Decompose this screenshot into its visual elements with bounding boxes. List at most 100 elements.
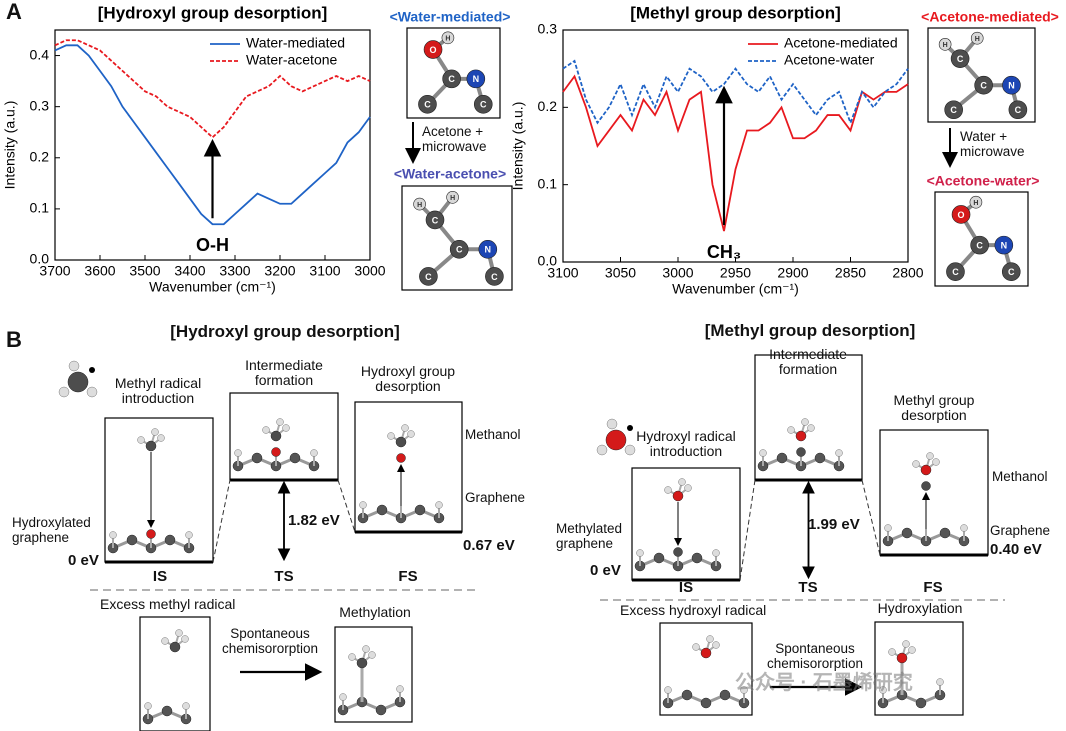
atom-label: N (485, 245, 492, 255)
atom (362, 645, 370, 653)
atom (932, 458, 940, 466)
radical-dot (627, 425, 633, 431)
molecule-label: <Acetone-water> (927, 173, 1040, 189)
atom-label: C (980, 81, 987, 91)
atom (282, 424, 290, 432)
atom (368, 651, 376, 659)
atom (596, 444, 608, 456)
atom-label: C (950, 105, 957, 115)
atom (86, 386, 98, 398)
atom-label: H (975, 36, 980, 43)
atom (915, 697, 927, 709)
atom (795, 430, 807, 442)
y-tick-label: 0.0 (30, 251, 50, 267)
panel-label: B (6, 327, 22, 352)
atom (700, 697, 712, 709)
structure-box (354, 401, 463, 533)
atom-label: C (1015, 105, 1022, 115)
atom (169, 641, 181, 653)
atom-label: O (958, 210, 965, 220)
energy-label: 0 eV (590, 562, 621, 579)
product-label: Methanol (465, 427, 521, 442)
atom (146, 529, 156, 539)
legend-label: Acetone-water (784, 52, 875, 68)
radical-atom (605, 429, 627, 451)
atom (994, 235, 1014, 255)
atom (974, 75, 993, 95)
stage-caption: Methyl radical introduction (114, 375, 202, 407)
atom-label: C (952, 267, 959, 277)
product-label: Methanol (992, 469, 1048, 484)
atom (182, 702, 190, 710)
atom (653, 552, 665, 564)
x-tick-label: 2950 (720, 265, 751, 281)
structure-box (104, 417, 214, 563)
atom (58, 386, 70, 398)
energy-label: 0.40 eV (990, 541, 1042, 558)
atom (425, 210, 445, 230)
side-result: Methylation (339, 604, 411, 620)
atom (884, 524, 892, 532)
section-title: [Methyl group desorption] (704, 321, 916, 340)
atom (1001, 262, 1021, 281)
watermark: 公众号 · 石墨烯研究 (735, 672, 913, 694)
atom (672, 490, 684, 502)
stage-label: TS (274, 568, 294, 585)
substrate-label: Hydroxylated graphene (12, 515, 91, 545)
atom (401, 424, 409, 432)
atom (359, 501, 367, 509)
y-tick-label: 0.3 (538, 21, 558, 37)
structure-box (229, 392, 339, 481)
atom (157, 434, 165, 442)
atom (969, 195, 983, 209)
atom (901, 527, 913, 539)
atom (387, 432, 395, 440)
atom (145, 440, 157, 452)
atom-label: H (450, 195, 455, 202)
atom (276, 418, 284, 426)
connector (739, 479, 756, 581)
stage-caption: Hydroxyl radical introduction (636, 428, 736, 460)
atom (419, 267, 438, 286)
atom (678, 478, 686, 486)
atom (706, 635, 714, 643)
x-tick-label: 3100 (547, 265, 578, 281)
stage-label: IS (152, 568, 168, 585)
atom (879, 686, 887, 694)
atom (740, 686, 748, 694)
x-tick-label: 3100 (309, 263, 340, 279)
atom (719, 689, 731, 701)
atom (289, 452, 301, 464)
x-tick-label: 3500 (129, 263, 160, 279)
atom-label: H (973, 200, 978, 207)
atom (939, 527, 951, 539)
side-process: Spontaneous chemisororption (766, 641, 864, 671)
atom (938, 38, 952, 51)
structure-box (139, 616, 211, 731)
atom (449, 240, 469, 259)
y-tick-label: 0.2 (30, 148, 50, 164)
atom (776, 452, 788, 464)
surface-label: Graphene (990, 523, 1051, 538)
legend-label: Acetone-mediated (784, 35, 898, 51)
x-axis-label: Wavenumber (cm⁻¹) (672, 281, 799, 297)
atom-label: N (1001, 241, 1008, 251)
x-tick-label: 3000 (354, 263, 385, 279)
energy-label: 1.99 eV (808, 516, 860, 533)
transition-label: Water + microwave (960, 129, 1025, 159)
side-result: Hydroxylation (877, 600, 963, 616)
atom (606, 418, 618, 430)
x-tick-label: 3300 (219, 263, 250, 279)
atom (970, 235, 989, 255)
atom (485, 267, 504, 286)
atom (446, 191, 459, 204)
line-series (54, 44, 371, 226)
section-title: [Hydroxyl group desorption] (170, 322, 400, 341)
atom (164, 534, 176, 546)
atom (435, 501, 443, 509)
side-title: Excess methyl radical (100, 596, 236, 612)
atom (896, 652, 908, 664)
atom (271, 447, 281, 457)
atom (814, 452, 826, 464)
atom (441, 31, 455, 45)
